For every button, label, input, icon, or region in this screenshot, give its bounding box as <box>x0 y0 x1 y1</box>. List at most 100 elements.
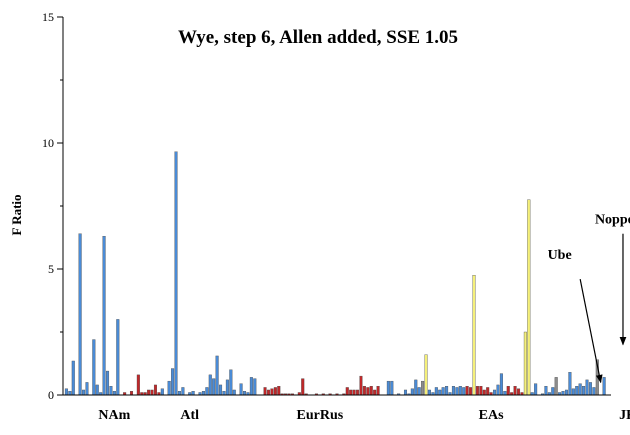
bar-blue <box>174 151 178 396</box>
y-tick-label: 10 <box>42 136 54 150</box>
annotation-label: Ube <box>548 248 572 263</box>
bar-yellow <box>472 275 476 396</box>
bar-blue <box>171 368 175 396</box>
bar-blue <box>102 236 106 396</box>
bar-red <box>263 387 267 396</box>
bar-blue <box>458 386 462 396</box>
bar-red <box>369 386 373 396</box>
bar-blue <box>571 388 575 396</box>
bar-blue <box>427 389 431 396</box>
bar-blue <box>386 380 390 396</box>
bar-blue <box>160 388 164 396</box>
y-axis-label: F Ratio <box>9 194 24 235</box>
bar-blue <box>71 360 75 396</box>
y-tick-label: 5 <box>48 262 54 276</box>
bar-blue <box>451 386 455 396</box>
bar-red <box>301 378 305 396</box>
bar-blue <box>68 391 72 396</box>
annotation-arrow <box>579 278 603 384</box>
bar-blue <box>434 387 438 396</box>
bar-blue <box>109 386 113 396</box>
annotation-label: Nopporo <box>595 213 630 228</box>
bar-blue <box>243 391 247 396</box>
bar-blue <box>455 387 459 396</box>
bar-blue <box>568 372 572 396</box>
bar-blue <box>253 378 257 396</box>
bar-blue <box>219 384 223 396</box>
annotations-layer: UbeNopporoChejuCPacAllenSeaNAIC <box>548 213 630 384</box>
bar-blue <box>78 233 82 396</box>
bar-blue <box>438 389 442 396</box>
group-label: JK <box>619 408 630 423</box>
bar-red <box>129 391 134 396</box>
bar-blue <box>225 379 229 396</box>
bar-blue <box>414 379 418 396</box>
group-label: NAm <box>98 408 130 423</box>
bar-red <box>465 386 469 396</box>
bar-red <box>270 388 274 396</box>
bar-blue <box>82 389 86 396</box>
y-tick-label: 15 <box>42 10 54 24</box>
bar-blue <box>564 389 568 396</box>
bar-red <box>376 386 380 396</box>
bar-red <box>150 389 154 396</box>
bar-blue <box>249 377 253 396</box>
bar-blue <box>493 389 497 396</box>
bar-blue <box>561 391 565 396</box>
bar-blue <box>417 387 421 396</box>
bar-blue <box>212 378 216 396</box>
bar-blue <box>582 386 586 396</box>
group-labels-layer: NAmAtlEurRusEAsJKWPacArcType <box>98 408 630 423</box>
bar-blue <box>578 383 582 396</box>
bar-yellow <box>523 331 527 396</box>
bar-red <box>517 388 521 396</box>
bar-yellow <box>424 354 428 396</box>
bar-gray <box>554 377 558 396</box>
bar-red <box>506 386 510 396</box>
bar-blue <box>92 339 96 396</box>
bar-blue <box>181 387 185 396</box>
group-label: EAs <box>479 408 504 423</box>
bar-red <box>362 386 366 396</box>
bar-blue <box>441 387 445 396</box>
bar-blue <box>575 386 579 396</box>
bar-red <box>266 389 271 396</box>
bar-blue <box>205 387 209 396</box>
bar-blue <box>201 391 205 396</box>
bar-blue <box>592 387 596 396</box>
bar-blue <box>403 389 408 396</box>
bar-blue <box>167 380 171 396</box>
bar-red <box>345 387 349 396</box>
bar-blue <box>445 386 449 396</box>
bar-yellow <box>527 199 531 396</box>
bar-blue <box>585 379 589 396</box>
bar-red <box>482 389 486 396</box>
bar-blue <box>503 391 507 396</box>
bar-blue <box>239 383 243 396</box>
bar-blue <box>602 377 606 396</box>
bar-blue <box>390 380 394 396</box>
bar-blue <box>534 383 538 396</box>
bar-red <box>359 375 363 396</box>
bar-blue <box>116 319 120 396</box>
bar-blue <box>496 384 500 396</box>
bar-red <box>153 384 157 396</box>
bar-red <box>273 387 277 396</box>
bar-red <box>356 389 360 396</box>
bar-red <box>366 387 370 396</box>
bar-red <box>349 389 353 396</box>
bar-red <box>277 386 281 396</box>
bar-red <box>479 386 483 396</box>
group-label: Atl <box>180 408 199 423</box>
y-ticks-layer: 0 5 10 15 <box>42 10 63 402</box>
chart-title: Wye, step 6, Allen added, SSE 1.05 <box>178 27 458 48</box>
bar-blue <box>85 382 89 396</box>
bar-blue <box>499 373 503 396</box>
bar-red <box>475 386 479 396</box>
bar-blue <box>191 391 195 396</box>
bar-red <box>352 389 356 396</box>
bar-blue <box>215 355 219 396</box>
bar-red <box>373 389 377 396</box>
